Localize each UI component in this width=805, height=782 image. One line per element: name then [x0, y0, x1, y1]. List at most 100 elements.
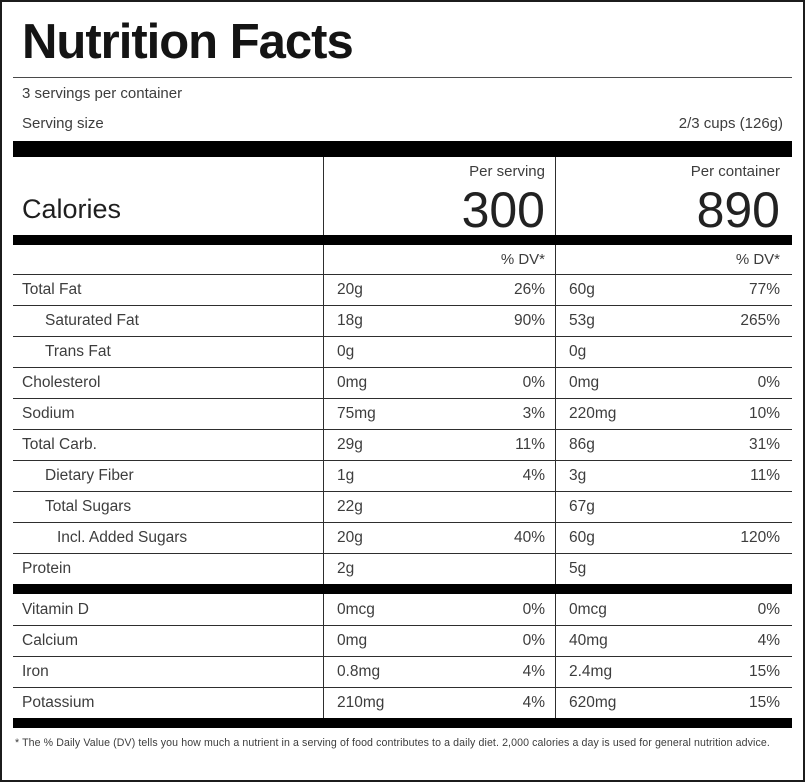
nutrient-name: Dietary Fiber	[45, 467, 134, 484]
label-title: Nutrition Facts	[22, 15, 354, 69]
dv-header-spacer	[13, 245, 323, 274]
daily-value-footnote: * The % Daily Value (DV) tells you how m…	[15, 737, 770, 749]
serving-size-label: Serving size	[22, 114, 104, 132]
nutrient-name: Trans Fat	[45, 343, 111, 360]
calories-per-container-value: 890	[696, 182, 780, 238]
per-container-cell: 3g 11%	[555, 461, 790, 491]
per-serving-cell: 20g 40%	[323, 523, 555, 553]
per-container-cell: 60g 120%	[555, 523, 790, 553]
per-container-amount: 0mcg	[569, 600, 607, 618]
bottom-separator-bar	[13, 718, 792, 728]
per-container-amount: 0g	[569, 343, 587, 360]
per-container-cell: 0mcg 0%	[555, 594, 790, 625]
per-serving-dv: 4%	[522, 694, 545, 711]
per-container-dv: 0%	[757, 374, 780, 391]
per-container-amount: 620mg	[569, 694, 617, 711]
table-row: Total Sugars 22g 67g	[13, 491, 792, 522]
per-container-amount: 2.4mg	[569, 663, 613, 680]
per-serving-cell: 18g 90%	[323, 306, 555, 336]
per-serving-dv: 0%	[522, 632, 545, 649]
per-container-amount: 3g	[569, 467, 587, 484]
nutrient-name: Total Sugars	[45, 498, 132, 515]
per-container-cell: 86g 31%	[555, 430, 790, 460]
per-serving-amount: 1g	[337, 467, 355, 484]
nutrient-name: Iron	[22, 663, 49, 680]
per-serving-cell: 210mg 4%	[323, 688, 555, 718]
per-serving-cell: 0g	[323, 337, 555, 367]
title-divider	[13, 77, 792, 78]
per-serving-dv: 0%	[522, 600, 545, 618]
per-container-amount: 5g	[569, 560, 587, 577]
dv-header-container: % DV*	[555, 245, 790, 274]
per-serving-cell: 0mg 0%	[323, 626, 555, 656]
dv-header-row: % DV* % DV*	[13, 245, 792, 274]
nutrient-name: Protein	[22, 560, 72, 577]
per-container-amount: 60g	[569, 281, 595, 298]
nutrient-vitamin-separator-bar	[13, 584, 792, 594]
nutrient-table: Total Fat 20g 26% 60g 77% Saturated Fat …	[13, 274, 792, 584]
per-serving-cell: 2g	[323, 554, 555, 584]
per-container-dv: 4%	[757, 632, 780, 649]
per-serving-cell: 22g	[323, 492, 555, 522]
per-container-amount: 53g	[569, 312, 595, 329]
table-row: Total Fat 20g 26% 60g 77%	[13, 274, 792, 305]
per-container-cell: 67g	[555, 492, 790, 522]
nutrient-name: Incl. Added Sugars	[57, 529, 188, 546]
per-serving-amount: 210mg	[337, 694, 385, 711]
per-serving-amount: 22g	[337, 498, 363, 515]
per-container-dv: 77%	[748, 281, 780, 298]
calories-per-serving-value: 300	[461, 182, 545, 238]
per-serving-amount: 2g	[337, 560, 355, 577]
per-serving-dv: 11%	[515, 436, 545, 453]
table-row: Potassium 210mg 4% 620mg 15%	[13, 687, 792, 718]
per-container-amount: 67g	[569, 498, 595, 515]
serving-size-value: 2/3 cups (126g)	[678, 114, 783, 132]
table-row: Cholesterol 0mg 0% 0mg 0%	[13, 367, 792, 398]
per-container-cell: 5g	[555, 554, 790, 584]
table-row: Dietary Fiber 1g 4% 3g 11%	[13, 460, 792, 491]
calories-label: Calories	[22, 194, 122, 224]
table-row: Incl. Added Sugars 20g 40% 60g 120%	[13, 522, 792, 553]
top-separator-bar	[13, 141, 792, 157]
table-row: Total Carb. 29g 11% 86g 31%	[13, 429, 792, 460]
per-container-amount: 40mg	[569, 632, 608, 649]
per-container-dv: 10%	[748, 405, 780, 422]
per-container-dv: 15%	[748, 694, 780, 711]
nutrient-name: Calcium	[22, 632, 78, 649]
per-serving-amount: 20g	[337, 281, 363, 298]
per-container-dv: 11%	[750, 467, 780, 484]
calories-section: Calories Per serving 300 Per container 8…	[13, 157, 792, 235]
table-row: Iron 0.8mg 4% 2.4mg 15%	[13, 656, 792, 687]
nutrient-name: Total Fat	[22, 281, 82, 298]
per-serving-dv: 26%	[513, 281, 545, 298]
table-row: Saturated Fat 18g 90% 53g 265%	[13, 305, 792, 336]
calories-per-container-cell: Per container 890	[555, 157, 790, 235]
per-container-cell: 620mg 15%	[555, 688, 790, 718]
table-row: Sodium 75mg 3% 220mg 10%	[13, 398, 792, 429]
servings-per-container-text: 3 servings per container	[22, 84, 183, 102]
table-row: Vitamin D 0mcg 0% 0mcg 0%	[13, 594, 792, 625]
per-serving-dv: 4%	[522, 663, 545, 680]
serving-size-row: Serving size 2/3 cups (126g)	[13, 108, 792, 138]
nutrient-name: Saturated Fat	[45, 312, 139, 329]
per-serving-cell: 1g 4%	[323, 461, 555, 491]
per-serving-dv: 3%	[522, 405, 545, 422]
per-container-dv: 15%	[748, 663, 780, 680]
per-container-cell: 0mg 0%	[555, 368, 790, 398]
per-serving-amount: 18g	[337, 312, 363, 329]
per-serving-label: Per serving	[469, 163, 545, 180]
per-container-dv: 31%	[748, 436, 780, 453]
per-serving-amount: 0.8mg	[337, 663, 381, 680]
per-serving-dv: 90%	[513, 312, 545, 329]
servings-row: 3 servings per container	[13, 78, 792, 108]
per-serving-amount: 75mg	[337, 405, 376, 422]
table-row: Trans Fat 0g 0g	[13, 336, 792, 367]
calories-per-serving-cell: Per serving 300	[323, 157, 555, 235]
nutrient-name: Total Carb.	[22, 436, 97, 453]
per-container-cell: 60g 77%	[555, 275, 790, 305]
per-container-amount: 220mg	[569, 405, 617, 422]
per-serving-cell: 0.8mg 4%	[323, 657, 555, 687]
dv-header-serving: % DV*	[323, 245, 555, 274]
per-container-amount: 60g	[569, 529, 595, 546]
per-container-cell: 220mg 10%	[555, 399, 790, 429]
